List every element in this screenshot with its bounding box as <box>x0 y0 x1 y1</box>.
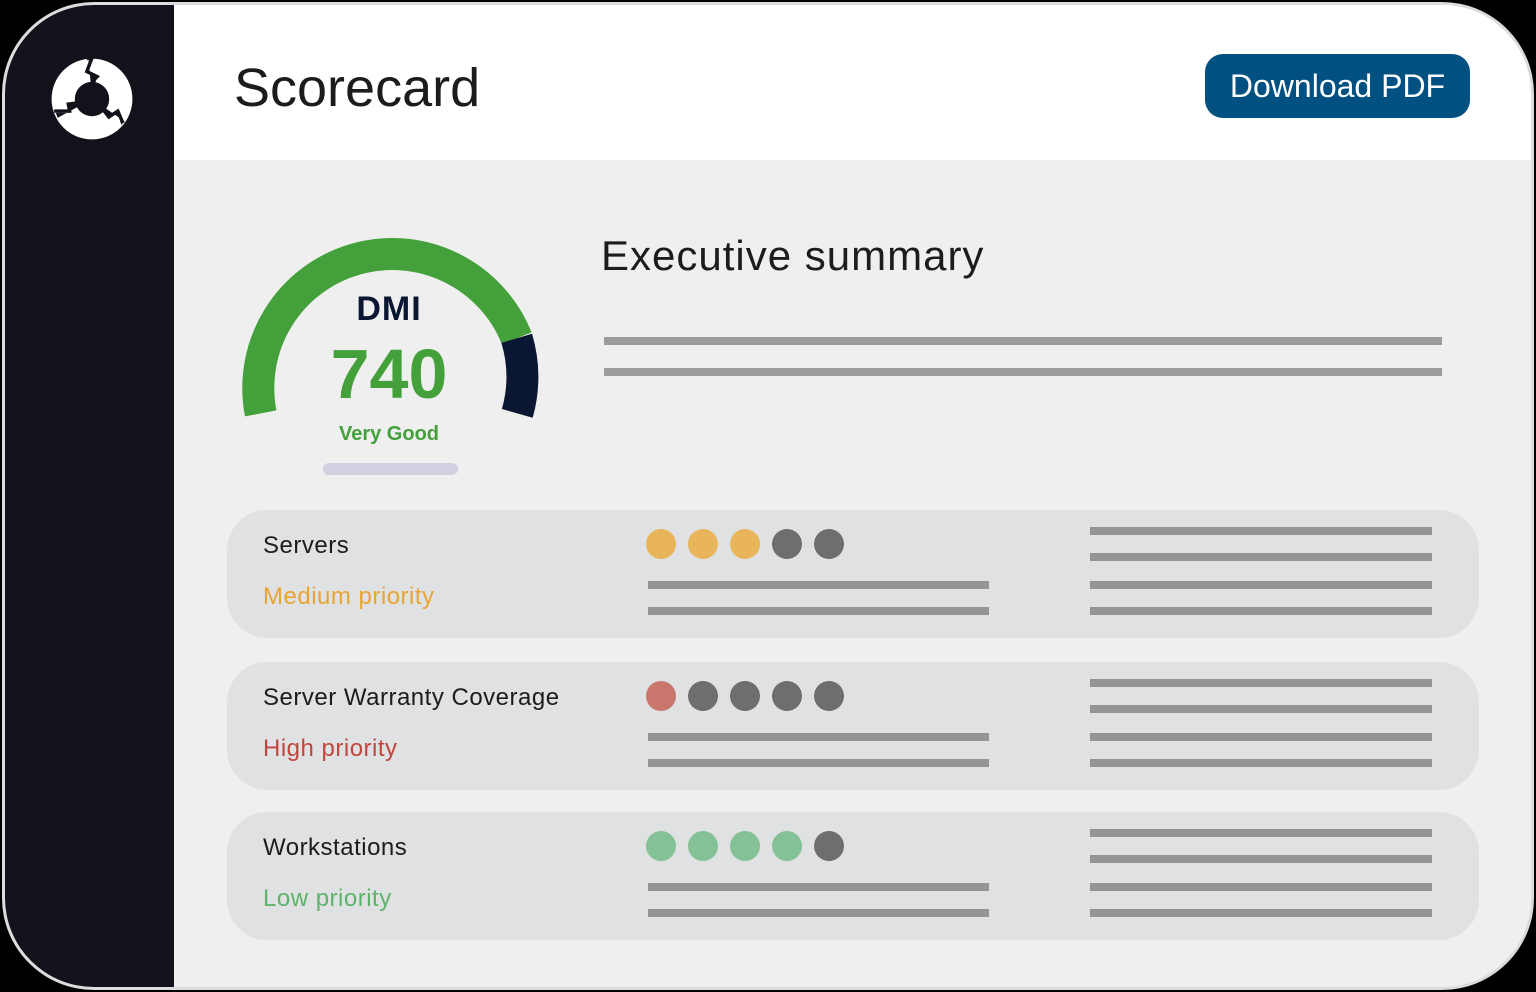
rating-dot-empty <box>814 831 844 861</box>
priority-label: High priority <box>263 735 398 762</box>
placeholder-text-line <box>1090 829 1432 837</box>
placeholder-text-line <box>1090 759 1432 767</box>
gauge-rating: Very Good <box>338 423 440 445</box>
rating-dot-filled <box>646 831 676 861</box>
priority-label: Low priority <box>263 885 392 912</box>
placeholder-text-line <box>1090 581 1432 589</box>
rating-dot-filled <box>646 681 676 711</box>
placeholder-text-line <box>1090 527 1432 535</box>
placeholder-text-line <box>1090 705 1432 713</box>
placeholder-text-line <box>1090 607 1432 615</box>
rating-dots <box>646 529 844 559</box>
rating-dots <box>646 681 844 711</box>
rating-dot-filled <box>772 831 802 861</box>
placeholder-text-line <box>1090 679 1432 687</box>
gauge-label: DMI <box>356 290 422 328</box>
rating-dot-filled <box>688 831 718 861</box>
dmi-gauge <box>242 238 539 418</box>
rating-dot-filled <box>646 529 676 559</box>
rating-dot-filled <box>688 529 718 559</box>
placeholder-text-line <box>648 607 989 615</box>
rating-dot-empty <box>814 529 844 559</box>
category-row[interactable]: Workstations Low priority <box>227 812 1479 940</box>
rating-dot-filled <box>730 529 760 559</box>
placeholder-text-line <box>1090 553 1432 561</box>
rating-dot-empty <box>772 529 802 559</box>
placeholder-text-line <box>648 759 989 767</box>
placeholder-text-line <box>1090 855 1432 863</box>
executive-summary-title: Executive summary <box>601 232 985 279</box>
placeholder-text-line <box>1090 909 1432 917</box>
rating-dot-empty <box>814 681 844 711</box>
placeholder-text-line <box>648 581 989 589</box>
rating-dot-filled <box>730 831 760 861</box>
category-name: Server Warranty Coverage <box>263 684 560 711</box>
header: Scorecard Download PDF <box>174 5 1531 160</box>
download-pdf-button[interactable]: Download PDF <box>1205 54 1470 118</box>
summary-text-line <box>604 337 1442 345</box>
summary-text-line <box>604 368 1442 376</box>
priority-label: Medium priority <box>263 583 435 610</box>
sidebar <box>5 5 174 987</box>
category-name: Workstations <box>263 834 408 861</box>
placeholder-text-line <box>1090 733 1432 741</box>
placeholder-text-line <box>648 909 989 917</box>
placeholder-text-line <box>1090 883 1432 891</box>
category-name: Servers <box>263 532 350 559</box>
page-title: Scorecard <box>234 58 481 118</box>
recycle-ring-icon[interactable] <box>49 56 135 142</box>
rating-dots <box>646 831 844 861</box>
category-row[interactable]: Servers Medium priority <box>227 510 1479 638</box>
placeholder-text-line <box>648 883 989 891</box>
category-row[interactable]: Server Warranty Coverage High priority <box>227 662 1479 790</box>
rating-dot-empty <box>688 681 718 711</box>
placeholder-text-line <box>648 733 989 741</box>
rating-dot-empty <box>730 681 760 711</box>
gauge-value: 740 <box>330 335 448 413</box>
gauge-placeholder-bar <box>323 463 458 475</box>
rating-dot-empty <box>772 681 802 711</box>
